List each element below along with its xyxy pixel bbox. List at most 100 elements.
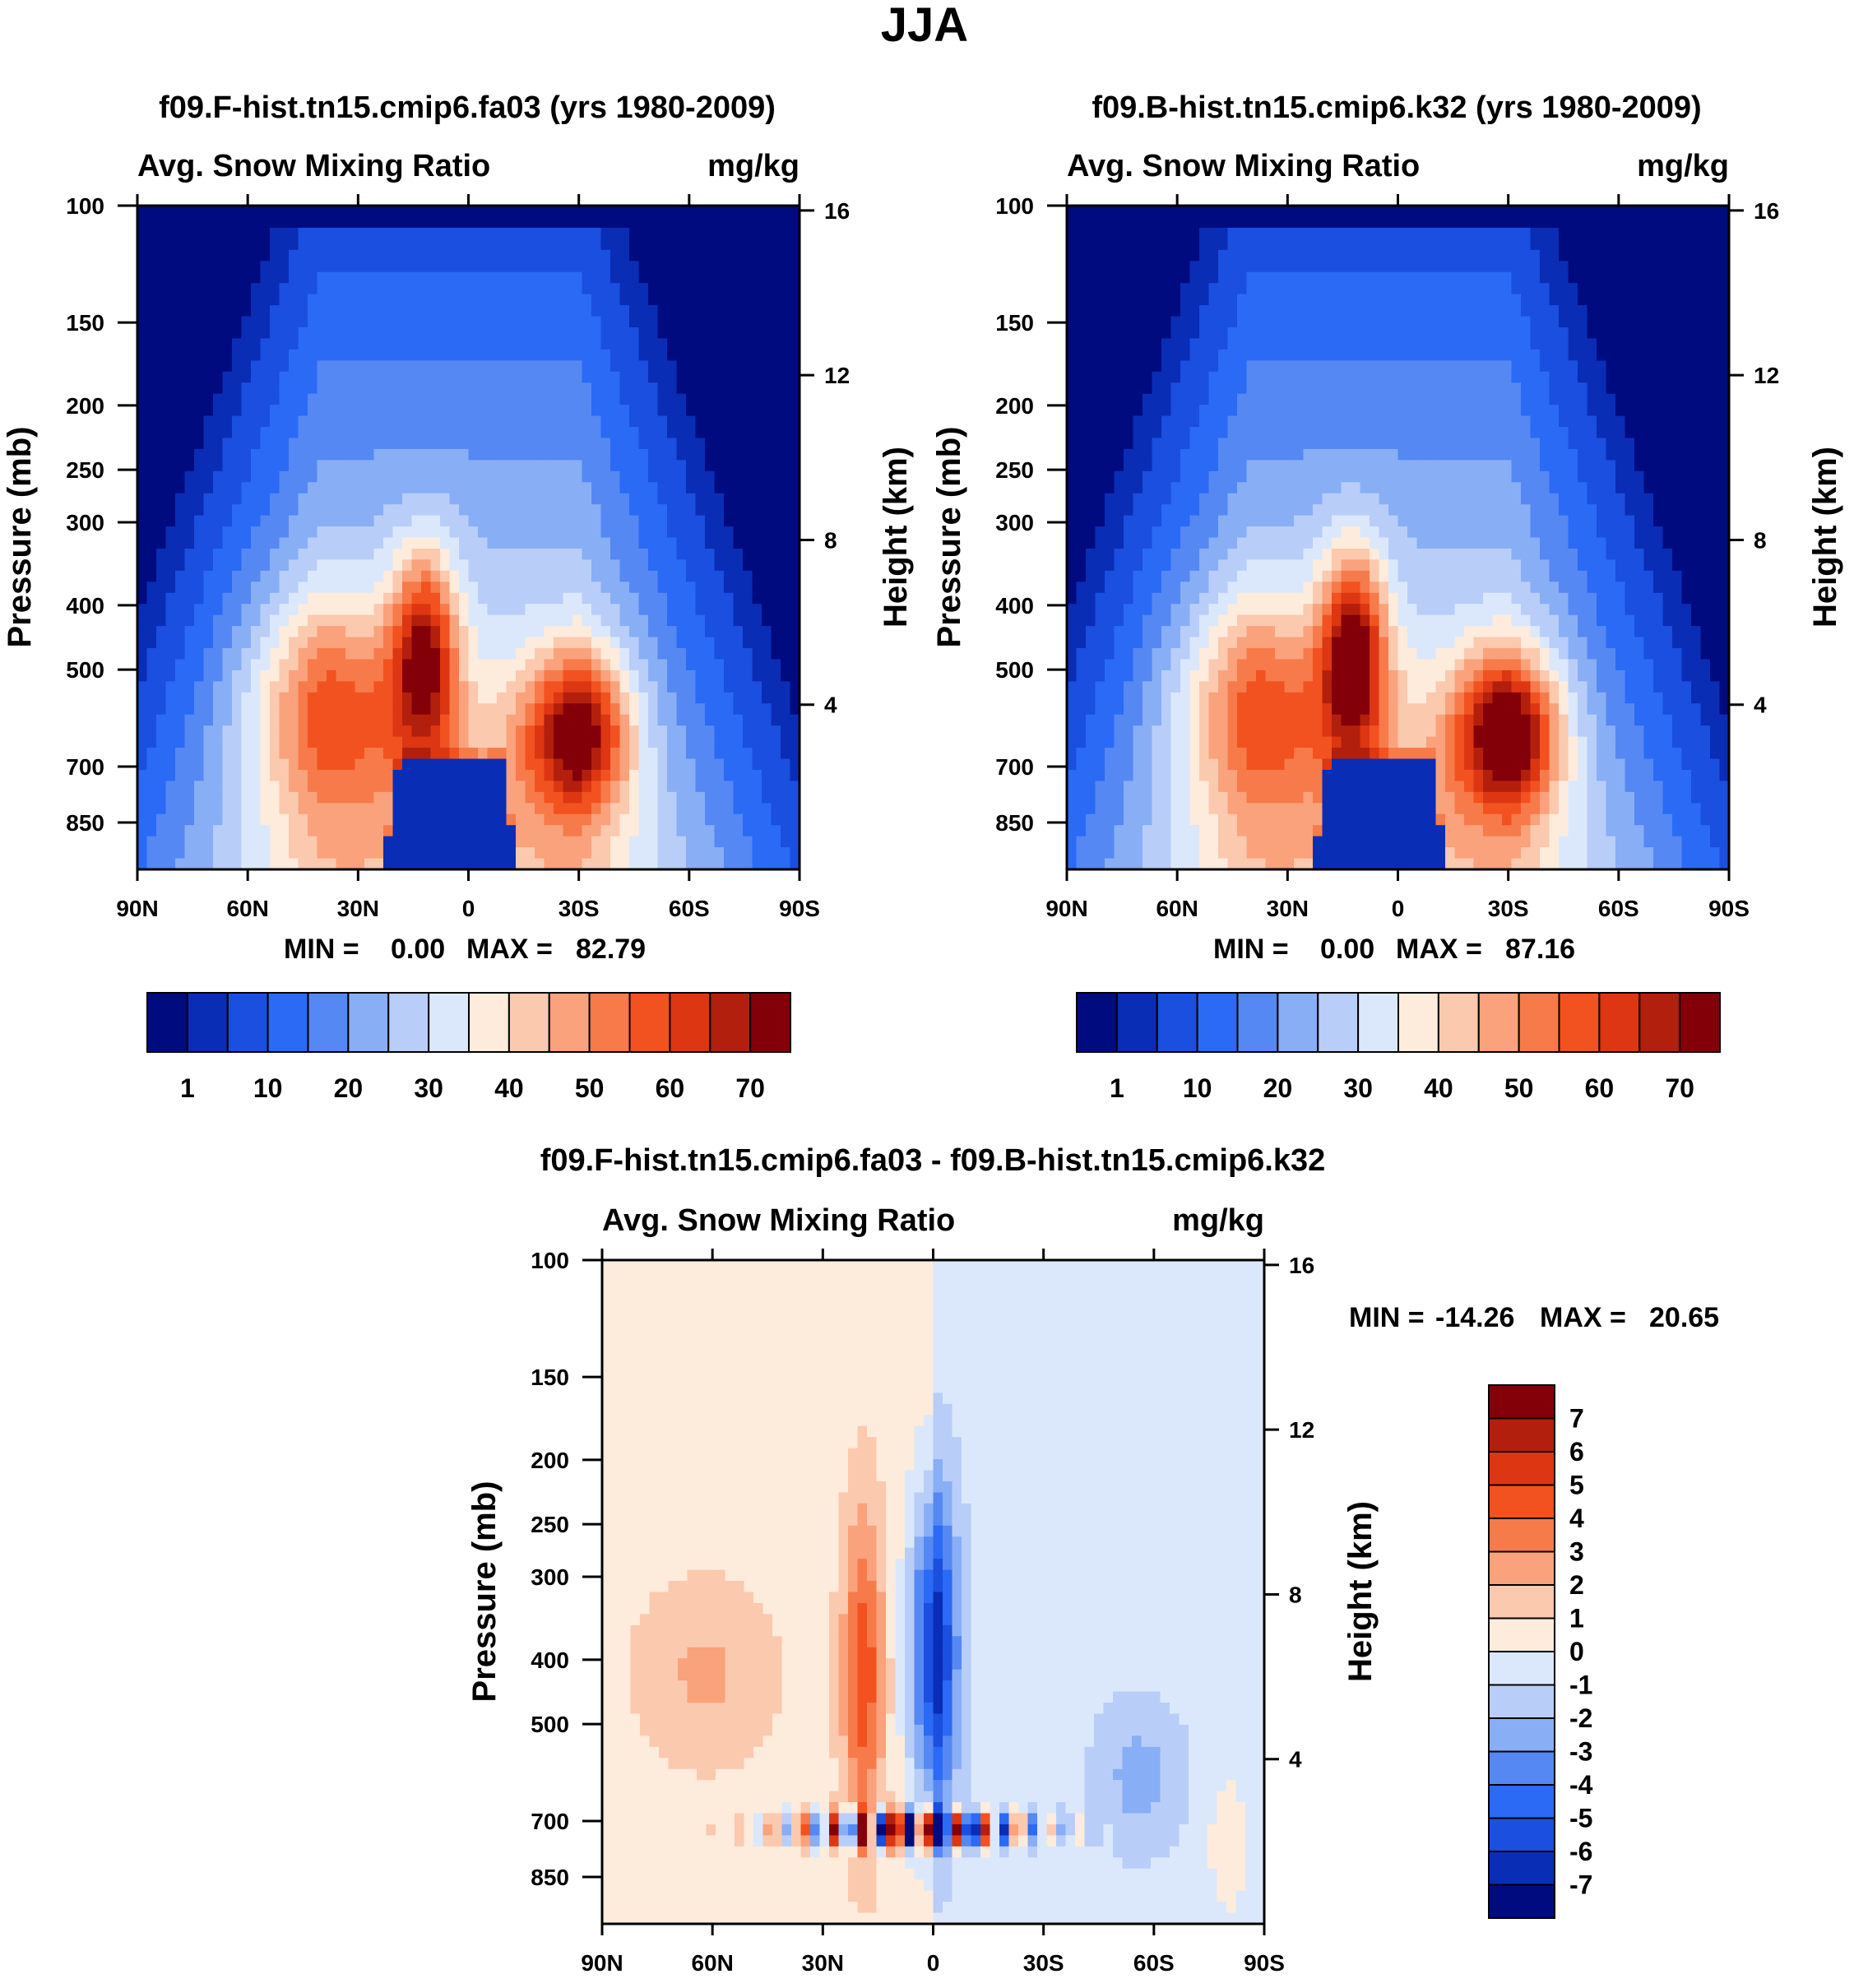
contour-cell: [345, 482, 356, 494]
contour-cell: [137, 305, 148, 317]
contour-cell: [449, 614, 460, 627]
contour-cell: [184, 515, 195, 527]
contour-cell: [194, 670, 205, 682]
contour-cell: [468, 803, 479, 815]
contour-cell: [402, 206, 413, 218]
contour-cell: [1294, 206, 1305, 218]
contour-cell: [535, 670, 545, 682]
contour-cell: [714, 637, 725, 649]
contour-cell: [421, 448, 432, 461]
colorbar-swatch: [428, 992, 470, 1053]
contour-cell: [251, 371, 262, 383]
contour-cell: [554, 813, 564, 826]
contour-cell: [241, 338, 252, 350]
contour-cell: [430, 504, 441, 517]
contour-cell: [667, 438, 678, 450]
contour-cell: [1370, 227, 1380, 239]
contour-cell: [327, 537, 337, 549]
contour-cell: [184, 548, 195, 560]
contour-cell: [724, 836, 735, 848]
contour-cell: [629, 725, 640, 738]
contour-cell: [165, 559, 176, 572]
contour-cell: [1643, 227, 1654, 239]
contour-cell: [1076, 261, 1087, 273]
contour-cell: [695, 448, 706, 461]
contour-cell: [1199, 206, 1210, 218]
contour-cell: [535, 791, 545, 804]
contour-cell: [544, 803, 554, 815]
contour-cell: [1170, 206, 1181, 218]
contour-cell: [137, 736, 148, 748]
contour-cell: [402, 283, 413, 295]
contour-cell: [213, 736, 224, 748]
contour-cell: [175, 714, 186, 726]
contour-cell: [638, 206, 649, 218]
contour-cell: [1322, 305, 1333, 317]
contour-cell: [478, 637, 489, 649]
contour-cell: [1284, 305, 1295, 317]
contour-cell: [1492, 283, 1503, 295]
contour-cell: [771, 227, 781, 239]
contour-cell: [213, 703, 224, 716]
contour-cell: [733, 626, 744, 638]
contour-cell: [525, 526, 535, 539]
contour-cell: [156, 781, 167, 793]
contour-cell: [345, 261, 356, 273]
contour-cell: [733, 714, 744, 726]
contour-cell: [695, 515, 706, 527]
contour-cell: [355, 239, 365, 251]
contour-cell: [1681, 206, 1692, 218]
contour-cell: [724, 216, 735, 229]
contour-cell: [440, 825, 451, 837]
contour-cell: [421, 216, 432, 229]
contour-cell: [535, 438, 545, 450]
contour-cell: [638, 825, 649, 837]
contour-cell: [383, 637, 394, 649]
contour-cell: [638, 515, 649, 527]
contour-cell: [572, 559, 583, 572]
contour-cell: [1483, 239, 1494, 251]
contour-cell: [497, 725, 508, 738]
contour-cell: [563, 858, 573, 869]
contour-cell: [260, 725, 271, 738]
colorbar-label: 50: [575, 1073, 605, 1103]
contour-cell: [1502, 305, 1513, 317]
contour-cell: [392, 493, 403, 505]
contour-cell: [733, 249, 744, 262]
contour-cell: [582, 526, 592, 539]
contour-cell: [440, 703, 451, 716]
contour-cell: [203, 659, 214, 671]
contour-cell: [714, 327, 725, 339]
contour-cell: [1426, 227, 1437, 239]
contour-cell: [1076, 227, 1087, 239]
contour-cell: [373, 692, 384, 704]
contour-cell: [657, 825, 668, 837]
contour-cell: [743, 239, 753, 251]
contour-cell: [165, 548, 176, 560]
contour-cell: [203, 648, 214, 660]
contour-cell: [497, 614, 508, 627]
contour-cell: [345, 382, 356, 395]
contour-cell: [1332, 249, 1342, 262]
contour-cell: [175, 371, 186, 383]
contour-cell: [497, 659, 508, 671]
contour-cell: [600, 559, 611, 572]
contour-cell: [619, 781, 630, 793]
contour-cell: [497, 470, 508, 483]
contour-cell: [516, 283, 526, 295]
contour-cell: [327, 382, 337, 395]
contour-cell: [525, 460, 535, 472]
contour-cell: [790, 781, 800, 793]
contour-cell: [165, 504, 176, 517]
contour-cell: [232, 582, 243, 594]
contour-cell: [392, 271, 403, 284]
contour-cell: [535, 648, 545, 660]
contour-cell: [373, 515, 384, 527]
contour-cell: [440, 305, 451, 317]
contour-cell: [525, 858, 535, 869]
contour-cell: [1521, 294, 1532, 306]
contour-cell: [544, 714, 554, 726]
contour-cell: [194, 427, 205, 439]
contour-cell: [1397, 283, 1408, 295]
contour-cell: [554, 349, 564, 361]
